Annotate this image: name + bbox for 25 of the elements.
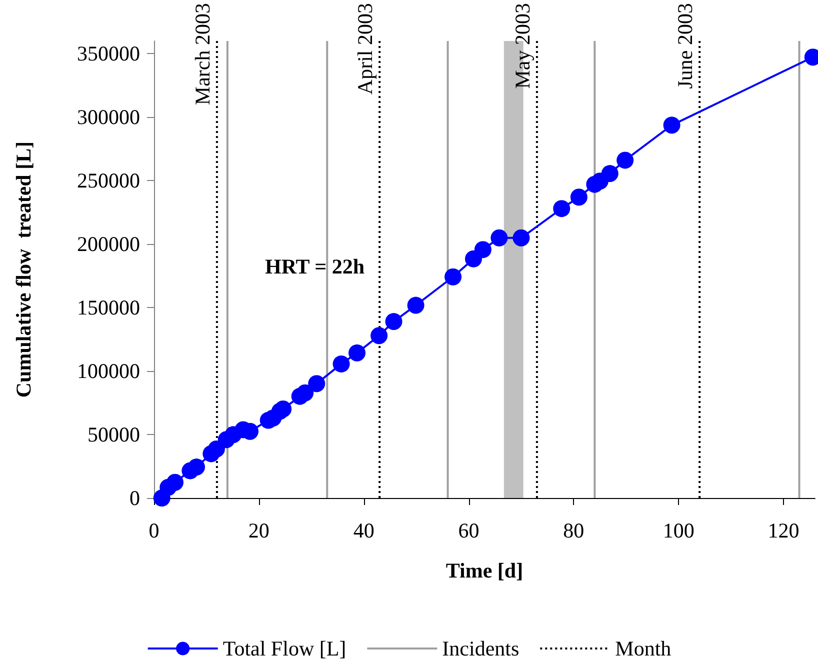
x-axis-title: Time [d] [446, 558, 524, 582]
legend-label: Total Flow [L] [222, 636, 346, 660]
y-tick-label: 50000 [88, 422, 140, 447]
y-tick-label: 350000 [77, 42, 140, 66]
x-tick-label: 40 [353, 518, 374, 542]
x-tick-label: 120 [768, 518, 800, 542]
y-tick-label: 100000 [77, 359, 140, 384]
x-tick-label: 60 [458, 518, 480, 542]
y-tick-label: 0 [130, 486, 140, 510]
y-tick-label: 200000 [77, 232, 140, 256]
annotation: April 2003 [353, 3, 378, 95]
y-axis-title: Cumulative flow treated [L] [12, 141, 36, 398]
y-tick-label: 150000 [77, 296, 140, 320]
x-tick-label: 100 [662, 518, 694, 542]
x-tick-label: 0 [148, 518, 160, 542]
x-tick-label: 80 [563, 518, 584, 542]
y-tick-label: 300000 [77, 105, 140, 130]
y-tick-label: 250000 [77, 168, 140, 193]
legend-label: Month [615, 636, 672, 660]
annotation: HRT = 22h [265, 254, 365, 278]
legend-label: Incidents [442, 636, 520, 660]
annotation: May 2003 [510, 3, 534, 89]
annotation: June 2003 [673, 3, 698, 89]
x-tick-label: 20 [248, 518, 270, 542]
annotation: March 2003 [190, 3, 214, 106]
